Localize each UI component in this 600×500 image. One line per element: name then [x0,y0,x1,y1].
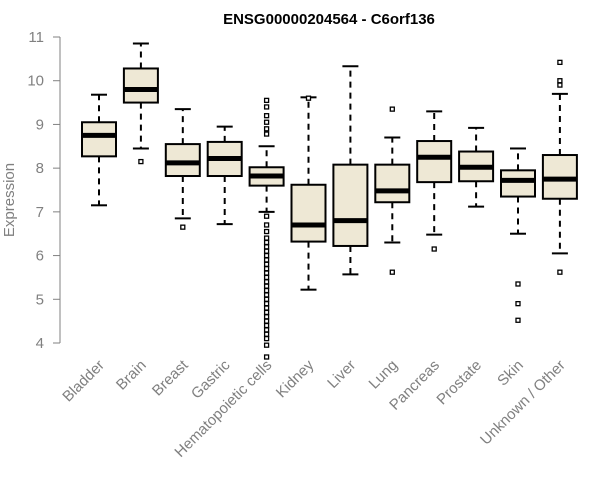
iqr-box [500,169,536,198]
x-label-bladder: Bladder [59,357,108,406]
outlier-point [263,222,270,228]
outlier-point [263,261,270,267]
box-lung [374,106,411,275]
outlier-point [557,59,563,66]
outlier-point [263,252,270,259]
box-gastric [206,125,243,226]
outlier-point [515,301,521,307]
outlier-point [263,305,270,311]
x-label-breast: Breast [149,356,192,399]
outlier-point [263,235,270,241]
outlier-point [263,283,270,289]
box-breast [164,108,201,230]
outlier-point [263,274,270,281]
outlier-point [263,287,270,294]
y-tick-label: 7 [36,204,44,221]
box-bladder [81,93,117,207]
outlier-point [263,113,270,119]
box-kidney [290,95,327,291]
iqr-box [164,143,201,178]
outlier-point [431,246,437,252]
outlier-point [263,279,270,285]
y-tick-label: 9 [36,116,44,133]
outlier-point [263,314,270,320]
outlier-point [263,270,270,276]
outlier-point [263,322,270,329]
x-label-skin: Skin [494,357,527,390]
x-label-prostate: Prostate [433,357,485,409]
outlier-point [557,82,563,88]
y-tick-label: 4 [36,335,44,352]
outlier-point [389,106,395,112]
iqr-box [81,121,117,158]
outlier-point [263,331,270,337]
outlier-point [557,269,563,275]
outlier-point [263,228,270,235]
outlier-point [515,281,521,287]
iqr-box [416,140,453,184]
outlier-point [180,224,186,230]
outlier-point [263,327,270,333]
y-tick-label: 5 [36,291,44,308]
iqr-box [374,163,411,204]
y-tick-label: 6 [36,248,44,265]
outlier-point [515,317,521,323]
x-label-kidney: Kidney [273,356,318,401]
outlier-point [263,292,270,298]
outlier-point [263,335,270,342]
box-liver [332,65,369,276]
outlier-point [263,309,270,316]
outlier-point [263,257,270,263]
iqr-box [122,67,159,104]
y-tick-label: 8 [36,160,44,177]
box-series [81,42,578,360]
box-pancreas [416,110,453,252]
outlier-point [263,318,270,324]
outlier-point [263,126,270,132]
y-tick-label: 10 [27,73,44,90]
outlier-point [263,213,270,219]
outlier-point [263,342,270,348]
outlier-point [263,248,270,254]
outlier-point [138,158,144,165]
outlier-point [263,301,270,307]
outlier-point [263,104,270,110]
box-skin [500,147,536,323]
outlier-point [389,269,395,275]
box-hematopoietic-cells [248,97,285,360]
chart-title: ENSG00000204564 - C6orf136 [223,11,435,28]
box-prostate [458,126,495,208]
y-axis: 4 5 6 7 8 9 10 11 [27,29,61,352]
x-label-lung: Lung [366,357,402,393]
outlier-point [263,296,270,302]
box-brain [122,42,159,165]
outlier-point [263,239,270,246]
outlier-point [263,244,270,250]
iqr-box [290,183,327,243]
iqr-box [332,163,369,247]
outlier-point [263,354,270,360]
box-unknown-other [541,59,578,275]
outlier-point [557,78,563,84]
y-axis-title: Expression [1,163,18,237]
outlier-point [263,131,270,137]
y-tick-label: 11 [28,29,44,46]
outlier-point [263,119,270,125]
outlier-point [263,266,270,272]
outlier-point [263,97,270,104]
x-label-liver: Liver [324,357,359,392]
x-label-brain: Brain [113,357,150,394]
outlier-point [305,95,312,101]
